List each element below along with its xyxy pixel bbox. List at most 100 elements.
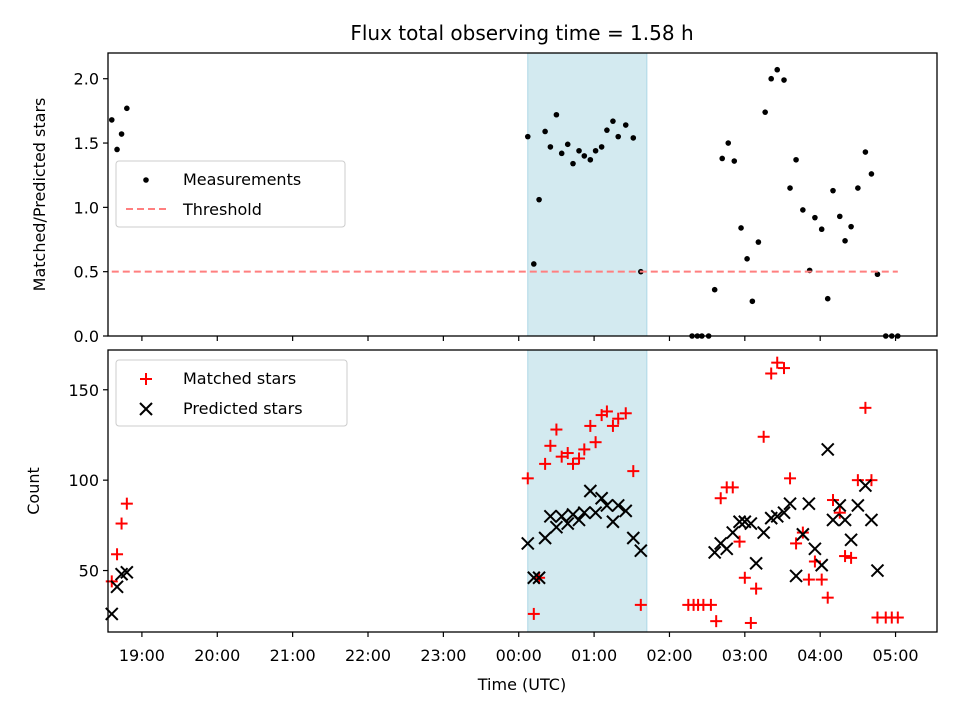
ratio-observing-window [527, 52, 648, 337]
predicted-star-marker [756, 525, 771, 540]
x-tick-label: 22:00 [345, 646, 391, 665]
measurement-point [592, 147, 599, 154]
count-panel-frame [107, 349, 938, 633]
measurement-point [842, 238, 848, 244]
measurement-point [800, 207, 806, 213]
predicted-star-marker [826, 513, 840, 527]
count-legend-box [115, 359, 348, 427]
measurement-point [622, 122, 629, 128]
ratio-y-tick-label: 0.0 [74, 327, 99, 346]
matched-star-marker [851, 474, 864, 487]
legend-predicted-label: Predicted stars [183, 399, 303, 418]
predicted-star-marker [770, 509, 784, 524]
matched-star-marker [826, 494, 839, 507]
ratio-legend-box [115, 160, 346, 228]
measurement-point [536, 196, 542, 203]
predicted-star-marker [619, 504, 633, 518]
matched-star-marker [815, 573, 828, 586]
measurement-point [874, 271, 881, 278]
measurement-point [824, 295, 831, 302]
ratio-legend: Measurements Threshold [115, 160, 346, 228]
measurement-point [749, 298, 756, 305]
matched-star-marker [833, 506, 846, 519]
matched-star-marker [845, 551, 858, 564]
matched-star-marker [744, 616, 757, 629]
measurement-point [818, 226, 825, 233]
predicted-star-marker [626, 531, 640, 545]
predicted-star-marker [783, 496, 797, 511]
matched-star-marker [589, 436, 602, 449]
measurement-point [830, 187, 836, 194]
measurement-point [610, 118, 616, 124]
predicted-star-marker [726, 525, 740, 540]
count-observing-window [527, 349, 648, 633]
ratio-panel-frame [107, 52, 938, 337]
measurement-point [855, 185, 861, 191]
matched-star-marker [573, 452, 586, 465]
matched-star-marker [771, 356, 784, 369]
measurement-point [524, 133, 531, 140]
predicted-star-marker [789, 569, 803, 583]
matched-star-marker [550, 423, 563, 436]
measurement-point [598, 144, 605, 150]
predicted-star-marker [110, 580, 124, 594]
measurement-point [848, 223, 854, 230]
ratio-y-tick-label: 1.0 [74, 198, 99, 217]
matched-star-marker [738, 571, 751, 584]
predicted-star-marker [777, 505, 791, 520]
predicted-star-marker [561, 516, 575, 531]
matched-star-marker [115, 517, 128, 530]
matched-star-marker [606, 419, 619, 432]
measurement-point [553, 111, 560, 118]
x-tick-label: 04:00 [797, 646, 843, 665]
matched-star-marker [120, 497, 133, 510]
ratio-y-tick-label: 1.5 [74, 134, 99, 153]
predicted-star-marker [808, 542, 822, 556]
predicted-star-marker [606, 515, 620, 529]
measurement-point [755, 239, 762, 245]
measurement-point [576, 147, 582, 154]
matched-star-marker [111, 548, 124, 561]
x-tick-label: 21:00 [270, 646, 316, 665]
measurement-point [725, 140, 732, 146]
predicted-star-marker [120, 565, 134, 580]
matched-star-marker [578, 443, 591, 456]
predicted-star-marker [594, 491, 609, 505]
predicted-star-marker [549, 520, 564, 534]
matched-star-marker [802, 573, 815, 586]
predicted-star-marker [538, 531, 552, 545]
predicted-star-marker [543, 509, 558, 524]
measurement-point [719, 155, 726, 162]
matched-star-marker [796, 526, 809, 539]
measurement-point [118, 131, 125, 137]
measurement-point [124, 105, 130, 112]
measurement-point [108, 117, 115, 123]
measurement-point [868, 171, 875, 177]
measurement-point [744, 256, 750, 262]
legend-matched-marker [140, 373, 152, 385]
predicted-star-marker [720, 542, 734, 556]
measurement-point [793, 156, 799, 163]
chart-title: Flux total observing time = 1.58 h [350, 21, 693, 45]
predicted-star-marker [577, 505, 592, 520]
x-tick-label: 02:00 [646, 646, 692, 665]
matched-star-marker [714, 492, 727, 505]
matched-star-marker [539, 457, 552, 470]
predicted-star-marker [600, 498, 614, 513]
measurement-point [738, 225, 744, 231]
measurement-point [542, 128, 548, 135]
x-tick-label: 01:00 [571, 646, 617, 665]
matched-star-marker [627, 465, 640, 478]
measurement-point [630, 135, 637, 141]
matched-star-marker [584, 419, 597, 432]
matched-star-marker [544, 439, 557, 452]
measurement-point [774, 66, 781, 73]
measurement-point [862, 149, 869, 155]
predicted-star-marker [634, 543, 648, 558]
predicted-star-marker [864, 513, 879, 527]
matched-star-marker [561, 447, 574, 460]
predicted-star-marker [572, 513, 586, 527]
matched-star-marker [821, 591, 834, 604]
count-panel: 50 100 150 19:00 20:00 21:00 22:00 23:00 00:00 0… [24, 349, 938, 694]
matched-star-marker [555, 450, 568, 463]
